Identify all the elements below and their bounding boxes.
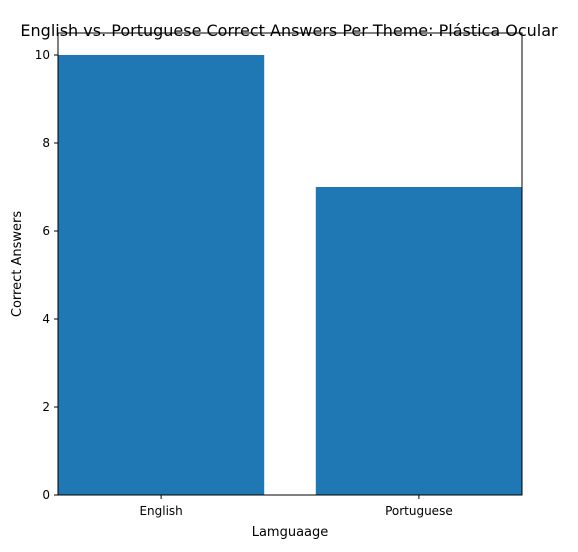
bar-english	[58, 55, 265, 495]
y-tick-label: 8	[42, 136, 50, 150]
bars-group	[58, 55, 522, 495]
x-axis-label: Lamguaage	[252, 525, 329, 540]
y-axis-label: Correct Answers	[10, 211, 25, 317]
y-tick-label: 4	[42, 312, 50, 326]
x-tick-label: English	[139, 504, 182, 518]
y-tick-label: 6	[42, 224, 50, 238]
y-tick-label: 10	[35, 48, 50, 62]
y-tick-label: 0	[42, 488, 50, 502]
plot-frame	[57, 32, 523, 496]
chart-title: English vs. Portuguese Correct Answers P…	[20, 21, 558, 40]
x-tick-label: Portuguese	[385, 504, 453, 518]
y-tick-label: 2	[42, 400, 50, 414]
y-axis: 0 2 4 6 8 10	[35, 48, 58, 502]
bar-portuguese	[315, 187, 522, 495]
x-axis: English Portuguese	[139, 495, 453, 518]
